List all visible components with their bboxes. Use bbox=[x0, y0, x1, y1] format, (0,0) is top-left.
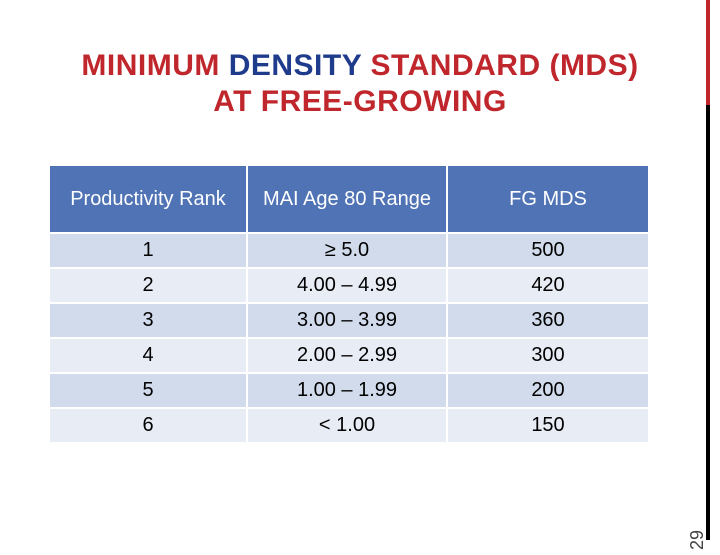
side-bar bbox=[706, 0, 710, 540]
cell-mai-range: 2.00 – 2.99 bbox=[248, 337, 448, 372]
cell-rank: 3 bbox=[50, 302, 248, 337]
table-row: 3 3.00 – 3.99 360 bbox=[50, 302, 648, 337]
page-number: 29 bbox=[687, 529, 707, 551]
header-productivity-rank: Productivity Rank bbox=[50, 166, 248, 232]
cell-fg-mds: 300 bbox=[448, 337, 648, 372]
table-row: 1 ≥ 5.0 500 bbox=[50, 232, 648, 267]
table-row: 6 < 1.00 150 bbox=[50, 407, 648, 442]
cell-mai-range: 3.00 – 3.99 bbox=[248, 302, 448, 337]
header-fg-mds: FG MDS bbox=[448, 166, 648, 232]
table-row: 5 1.00 – 1.99 200 bbox=[50, 372, 648, 407]
mds-table: Productivity Rank MAI Age 80 Range FG MD… bbox=[50, 166, 648, 442]
cell-fg-mds: 200 bbox=[448, 372, 648, 407]
title-part-3: STANDARD (MDS) bbox=[361, 49, 639, 82]
cell-fg-mds: 360 bbox=[448, 302, 648, 337]
cell-rank: 6 bbox=[50, 407, 248, 442]
cell-fg-mds: 500 bbox=[448, 232, 648, 267]
cell-fg-mds: 150 bbox=[448, 407, 648, 442]
table-row: 4 2.00 – 2.99 300 bbox=[50, 337, 648, 372]
cell-rank: 4 bbox=[50, 337, 248, 372]
cell-rank: 2 bbox=[50, 267, 248, 302]
header-mai-range: MAI Age 80 Range bbox=[248, 166, 448, 232]
cell-mai-range: < 1.00 bbox=[248, 407, 448, 442]
side-accent-bar bbox=[706, 0, 710, 105]
cell-mai-range: 4.00 – 4.99 bbox=[248, 267, 448, 302]
cell-rank: 5 bbox=[50, 372, 248, 407]
slide-title: MINIMUM DENSITY STANDARD (MDS) AT FREE-G… bbox=[30, 48, 690, 120]
table-header-row: Productivity Rank MAI Age 80 Range FG MD… bbox=[50, 166, 648, 232]
cell-rank: 1 bbox=[50, 232, 248, 267]
cell-fg-mds: 420 bbox=[448, 267, 648, 302]
cell-mai-range: 1.00 – 1.99 bbox=[248, 372, 448, 407]
title-line-2: AT FREE-GROWING bbox=[213, 85, 507, 118]
table-row: 2 4.00 – 4.99 420 bbox=[50, 267, 648, 302]
cell-mai-range: ≥ 5.0 bbox=[248, 232, 448, 267]
title-part-2: DENSITY bbox=[228, 49, 362, 82]
title-part-1: MINIMUM bbox=[81, 49, 229, 82]
